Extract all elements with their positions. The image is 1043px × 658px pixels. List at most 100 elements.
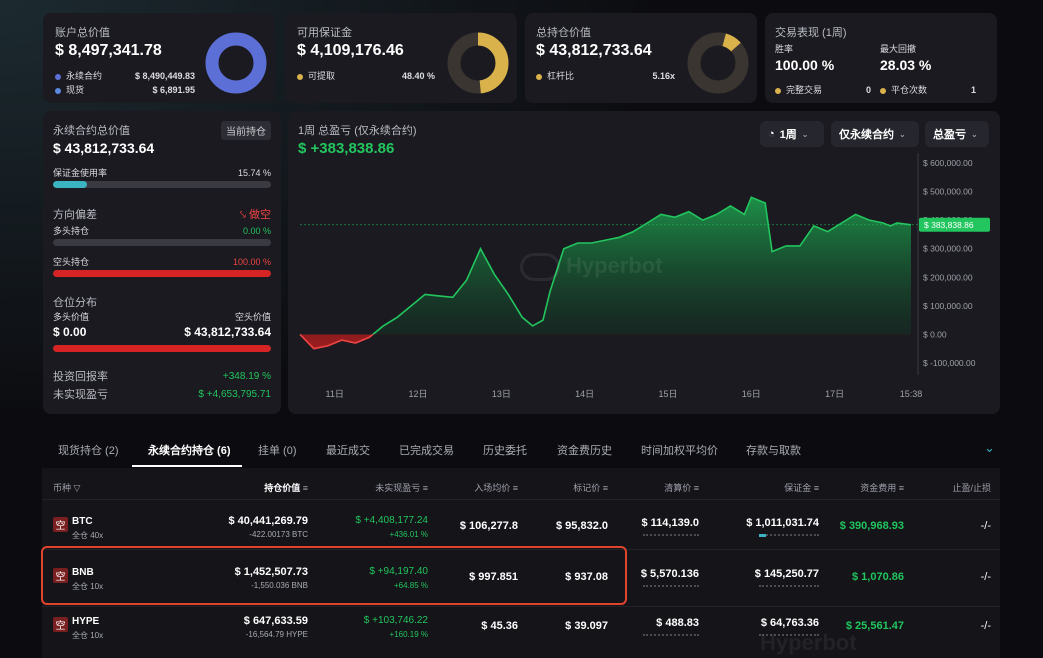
margin-dots bbox=[759, 585, 819, 587]
tab-0[interactable]: 现货持仓 (2) bbox=[58, 445, 119, 457]
chevron-down-icon: ⌄ bbox=[801, 129, 809, 139]
scope-select[interactable]: 仅永续合约 ⌄ bbox=[831, 121, 919, 147]
tab-6[interactable]: 资金费历史 bbox=[557, 445, 612, 457]
closes-label: 平仓次数 bbox=[891, 85, 928, 95]
entry-price: $ 45.36 bbox=[481, 620, 518, 632]
current-position-tag[interactable]: 当前持仓 bbox=[221, 121, 271, 140]
chevron-down-icon: ⌄ bbox=[899, 129, 906, 139]
tab-3[interactable]: 最近成交 bbox=[326, 445, 370, 457]
account-title: 账户总价值 bbox=[55, 27, 110, 39]
liq-price: $ 114,139.0 bbox=[641, 517, 699, 529]
column-header-label: 清算价 bbox=[664, 483, 692, 493]
tab-5[interactable]: 历史委托 bbox=[483, 445, 527, 457]
x-tick-label: 17日 bbox=[825, 389, 844, 399]
short-badge: 空 bbox=[53, 617, 68, 632]
coin-symbol: HYPE bbox=[72, 616, 100, 627]
sort-icon: ≡ bbox=[300, 483, 308, 493]
column-header-6[interactable]: 保证金 ≡ bbox=[784, 481, 819, 494]
tab-1[interactable]: 永续合约持仓 (6) bbox=[148, 445, 231, 457]
column-header-3[interactable]: 入场均价 ≡ bbox=[474, 481, 518, 494]
spot-dot bbox=[55, 87, 61, 94]
upnl-row: 未实现盈亏 $ +4,653,795.71 bbox=[53, 386, 271, 402]
position-size: -1,550.036 BNB bbox=[251, 581, 308, 590]
margin-card: 可用保证金 $ 4,109,176.46 可提取 48.40 % bbox=[285, 13, 517, 103]
liq-dots bbox=[643, 634, 699, 636]
column-header-0[interactable]: 币种 ▽ bbox=[53, 481, 80, 494]
row-divider bbox=[42, 606, 1000, 607]
period-select[interactable]: ◔ 1周 ⌄ bbox=[760, 121, 824, 147]
current-value-tag bbox=[919, 217, 990, 232]
sort-icon: ≡ bbox=[896, 483, 904, 493]
margin-row: 可提取 48.40 % bbox=[297, 69, 435, 82]
unrealized-pnl-pct: +436.01 % bbox=[389, 530, 428, 539]
usage-row: 保证金使用率 15.74 % bbox=[53, 166, 271, 179]
short-row: 空头持仓 100.00 % bbox=[53, 255, 271, 268]
x-tick-label: 14日 bbox=[575, 389, 594, 399]
short-label: 空头持仓 bbox=[53, 257, 90, 267]
usage-label: 保证金使用率 bbox=[53, 168, 108, 178]
position-card: 总持仓价值 $ 43,812,733.64 杠杆比 5.16x bbox=[525, 13, 757, 103]
column-header-5[interactable]: 清算价 ≡ bbox=[664, 481, 699, 494]
x-tick-label: 15日 bbox=[658, 389, 677, 399]
y-tick-label: $ 600,000.00 bbox=[923, 158, 973, 168]
margin-mode: 全仓 10x bbox=[72, 582, 104, 591]
withdrawable-dot bbox=[297, 73, 303, 80]
unrealized-pnl: $ +103,746.22 bbox=[363, 615, 428, 626]
pnl-line-positive bbox=[299, 196, 912, 335]
x-tick-label: 11日 bbox=[326, 389, 344, 399]
x-tick-label: 16日 bbox=[742, 389, 761, 399]
tab-7[interactable]: 时间加权平均价 bbox=[641, 445, 718, 457]
x-tick-label: 12日 bbox=[409, 389, 428, 399]
completed-value: 0 bbox=[865, 84, 871, 95]
column-header-label: 币种 bbox=[53, 483, 72, 493]
long-value-label: 多头价值 bbox=[53, 312, 90, 322]
long-label: 多头持仓 bbox=[53, 226, 90, 236]
position-value: $ 647,633.59 bbox=[243, 615, 308, 627]
liq-dots bbox=[643, 585, 699, 587]
margin-mode: 全仓 10x bbox=[72, 631, 104, 640]
collapse-chevron-icon[interactable]: ⌄ bbox=[984, 440, 995, 455]
withdrawable-value: 48.40 % bbox=[401, 70, 435, 81]
column-header-8[interactable]: 止盈/止损 bbox=[952, 481, 991, 494]
y-tick-label: $ 100,000.00 bbox=[923, 301, 973, 311]
tab-4[interactable]: 已完成交易 bbox=[399, 445, 454, 457]
column-header-2[interactable]: 未实现盈亏 ≡ bbox=[375, 481, 428, 494]
entry-price: $ 997.851 bbox=[469, 571, 518, 583]
unrealized-pnl-pct: +64.85 % bbox=[393, 581, 428, 590]
sort-icon: ≡ bbox=[811, 483, 819, 493]
column-header-4[interactable]: 标记价 ≡ bbox=[573, 481, 608, 494]
account-value: $ 8,497,341.78 bbox=[55, 42, 162, 59]
tab-2[interactable]: 挂单 (0) bbox=[258, 445, 297, 457]
pnl-chart[interactable]: $ 600,000.00$ 500,000.00$ 400,000.00$ 30… bbox=[288, 150, 1000, 410]
closes-dot bbox=[880, 87, 886, 94]
metric-value: 总盈亏 bbox=[933, 129, 966, 141]
perp-value: $ 43,812,733.64 bbox=[53, 140, 155, 156]
coin-symbol: BNB bbox=[72, 567, 94, 578]
pnl-area-positive bbox=[300, 197, 911, 335]
leverage-value: 5.16x bbox=[652, 70, 675, 81]
margin-donut bbox=[447, 32, 509, 94]
column-header-1[interactable]: 持仓价值 ≡ bbox=[264, 481, 308, 494]
leverage-row: 杠杆比 5.16x bbox=[536, 69, 675, 82]
sort-icon: ≡ bbox=[510, 483, 518, 493]
entry-price: $ 106,277.8 bbox=[459, 520, 518, 532]
long-bar bbox=[53, 239, 271, 246]
position-value: $ 43,812,733.64 bbox=[536, 42, 652, 59]
tab-8[interactable]: 存款与取款 bbox=[746, 445, 801, 457]
bias-value: 做空 bbox=[249, 209, 271, 221]
column-header-7[interactable]: 资金费用 ≡ bbox=[860, 481, 904, 494]
short-badge: 空 bbox=[53, 568, 68, 583]
long-row: 多头持仓 0.00 % bbox=[53, 224, 271, 237]
pnl-value: $ +383,838.86 bbox=[298, 140, 395, 157]
tp-sl: -/- bbox=[980, 520, 991, 532]
usage-bar-fill bbox=[53, 181, 88, 188]
spot-label: 现货 bbox=[66, 85, 85, 95]
column-header-label: 标记价 bbox=[573, 483, 601, 493]
roi-label: 投资回报率 bbox=[53, 371, 108, 383]
metric-select[interactable]: 总盈亏 ⌄ bbox=[925, 121, 989, 147]
funding-fee: $ 1,070.86 bbox=[852, 571, 904, 583]
period-value: 1周 bbox=[779, 129, 797, 141]
row-divider bbox=[42, 549, 1000, 550]
sort-icon: ≡ bbox=[600, 483, 608, 493]
upnl-label: 未实现盈亏 bbox=[53, 389, 108, 401]
